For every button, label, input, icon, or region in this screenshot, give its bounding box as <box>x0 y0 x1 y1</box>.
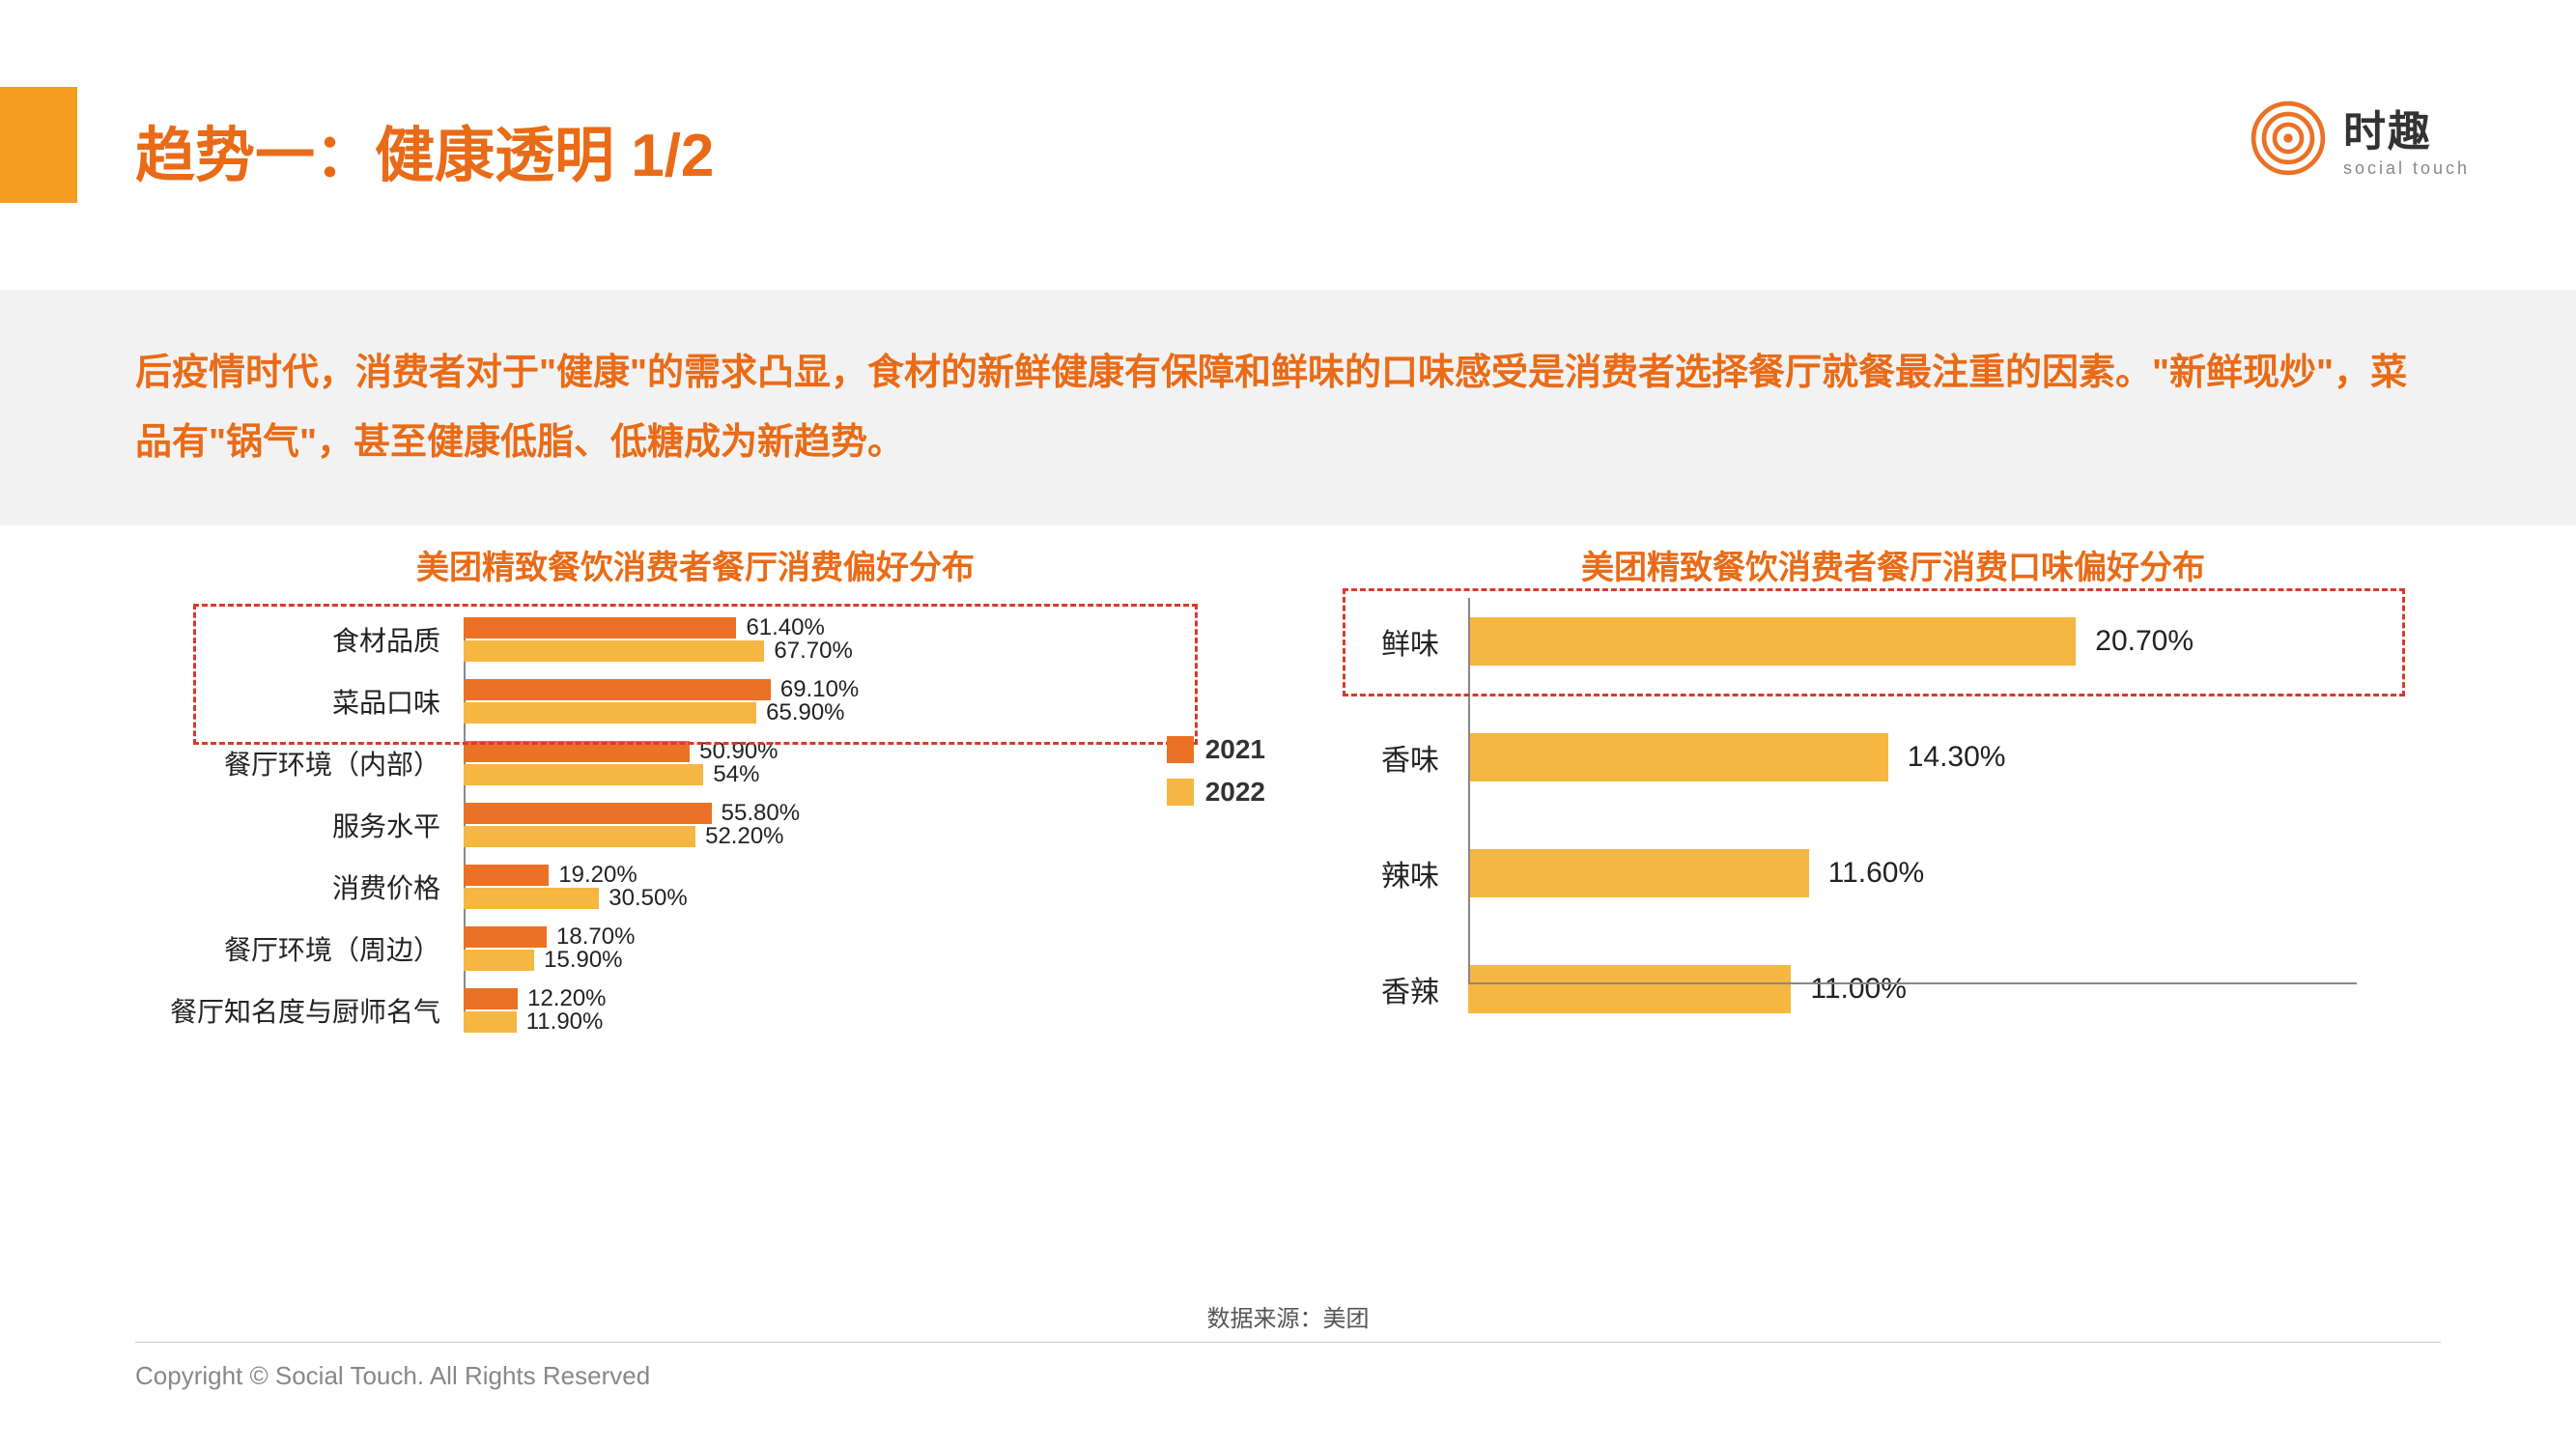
bar-value-label: 52.20% <box>695 823 783 850</box>
summary-band: 后疫情时代，消费者对于"健康"的需求凸显，食材的新鲜健康有保障和鲜味的口味感受是… <box>0 290 2576 526</box>
bar-category-label: 餐厅环境（内部） <box>135 744 464 782</box>
bar-value-label: 11.60% <box>1809 857 1925 890</box>
bar-2022: 67.70% <box>464 640 764 662</box>
data-source: 数据来源：美团 <box>1207 1299 1370 1333</box>
x-axis <box>1468 982 2357 984</box>
bar: 20.70% <box>1468 617 2076 666</box>
bar: 14.30% <box>1468 733 1888 781</box>
bar-category-label: 鲜味 <box>1333 620 1468 663</box>
bar-value-label: 67.70% <box>764 638 852 665</box>
footer-divider <box>135 1342 2441 1343</box>
bar-row: 食材品质61.40%67.70% <box>135 617 1256 662</box>
charts-container: 美团精致餐饮消费者餐厅消费偏好分布 食材品质61.40%67.70%菜品口味69… <box>135 541 2453 1081</box>
bar-2022: 11.90% <box>464 1011 517 1033</box>
bar-value-label: 20.70% <box>2076 625 2194 658</box>
bar-row: 香辣11.00% <box>1333 965 2453 1013</box>
bar-category-label: 香味 <box>1333 736 1468 779</box>
bar-2022: 65.90% <box>464 702 756 724</box>
chart-consumer-preference: 美团精致餐饮消费者餐厅消费偏好分布 食材品质61.40%67.70%菜品口味69… <box>135 541 1256 1081</box>
bar-2021: 50.90% <box>464 741 690 762</box>
bar-row: 辣味11.60% <box>1333 849 2453 897</box>
bar-row: 餐厅环境（周边）18.70%15.90% <box>135 926 1256 971</box>
legend-item: 2021 <box>1167 734 1265 765</box>
chart-title-left: 美团精致餐饮消费者餐厅消费偏好分布 <box>135 541 1256 588</box>
summary-text: 后疫情时代，消费者对于"健康"的需求凸显，食材的新鲜健康有保障和鲜味的口味感受是… <box>135 338 2441 477</box>
bar-value-label: 14.30% <box>1888 741 2006 774</box>
legend-swatch <box>1167 779 1194 806</box>
bar-row: 餐厅环境（内部）50.90%54% <box>135 741 1256 785</box>
chart-title-right: 美团精致餐饮消费者餐厅消费口味偏好分布 <box>1333 541 2453 588</box>
bar-category-label: 餐厅环境（周边） <box>135 929 464 968</box>
chart-taste-preference: 美团精致餐饮消费者餐厅消费口味偏好分布 鲜味20.70%香味14.30%辣味11… <box>1333 541 2453 1081</box>
bar-2022: 30.50% <box>464 888 599 909</box>
legend-item: 2022 <box>1167 777 1265 808</box>
legend-label: 2022 <box>1205 777 1265 808</box>
brand-logo: 时趣 social touch <box>2250 97 2470 179</box>
bar-value-label: 11.90% <box>517 1009 604 1036</box>
legend-label: 2021 <box>1205 734 1265 765</box>
bar-value-label: 65.90% <box>756 699 844 726</box>
y-axis <box>1468 598 1470 984</box>
bar-2021: 18.70% <box>464 926 547 948</box>
legend-swatch <box>1167 736 1194 763</box>
bar-row: 服务水平55.80%52.20% <box>135 803 1256 847</box>
bar: 11.60% <box>1468 849 1809 897</box>
page-title: 趋势一：健康透明 1/2 <box>135 106 714 193</box>
bar-category-label: 辣味 <box>1333 852 1468 895</box>
bar-2021: 61.40% <box>464 617 736 639</box>
bar-row: 餐厅知名度与厨师名气12.20%11.90% <box>135 988 1256 1033</box>
bar-category-label: 香辣 <box>1333 968 1468 1010</box>
bar: 11.00% <box>1468 965 1791 1013</box>
bar-2022: 15.90% <box>464 950 534 971</box>
bar-value-label: 15.90% <box>534 947 622 974</box>
bar-category-label: 餐厅知名度与厨师名气 <box>135 991 464 1030</box>
legend: 2021 2022 <box>1167 734 1265 808</box>
bar-2021: 19.20% <box>464 865 549 886</box>
bar-2022: 54% <box>464 764 703 785</box>
bar-value-label: 30.50% <box>599 885 687 912</box>
bar-2021: 55.80% <box>464 803 712 824</box>
bar-row: 鲜味20.70% <box>1333 617 2453 666</box>
bar-category-label: 服务水平 <box>135 806 464 844</box>
bar-2022: 52.20% <box>464 826 695 847</box>
bar-2021: 69.10% <box>464 679 771 700</box>
bar-category-label: 菜品口味 <box>135 682 464 721</box>
bar-2021: 12.20% <box>464 988 518 1009</box>
logo-text-cn: 时趣 <box>2343 97 2432 158</box>
bar-row: 菜品口味69.10%65.90% <box>135 679 1256 724</box>
bar-value-label: 54% <box>703 761 759 788</box>
accent-block <box>0 87 77 203</box>
bar-category-label: 消费价格 <box>135 867 464 906</box>
bar-row: 香味14.30% <box>1333 733 2453 781</box>
bar-value-label: 11.00% <box>1791 973 1907 1006</box>
logo-text-en: social touch <box>2343 158 2470 179</box>
slide: 趋势一：健康透明 1/2 时趣 social touch 后疫情时代，消费者对于… <box>0 0 2576 1449</box>
bar-row: 消费价格19.20%30.50% <box>135 865 1256 909</box>
bar-category-label: 食材品质 <box>135 620 464 659</box>
copyright: Copyright © Social Touch. All Rights Res… <box>135 1361 650 1391</box>
logo-swirl-icon <box>2250 100 2326 176</box>
